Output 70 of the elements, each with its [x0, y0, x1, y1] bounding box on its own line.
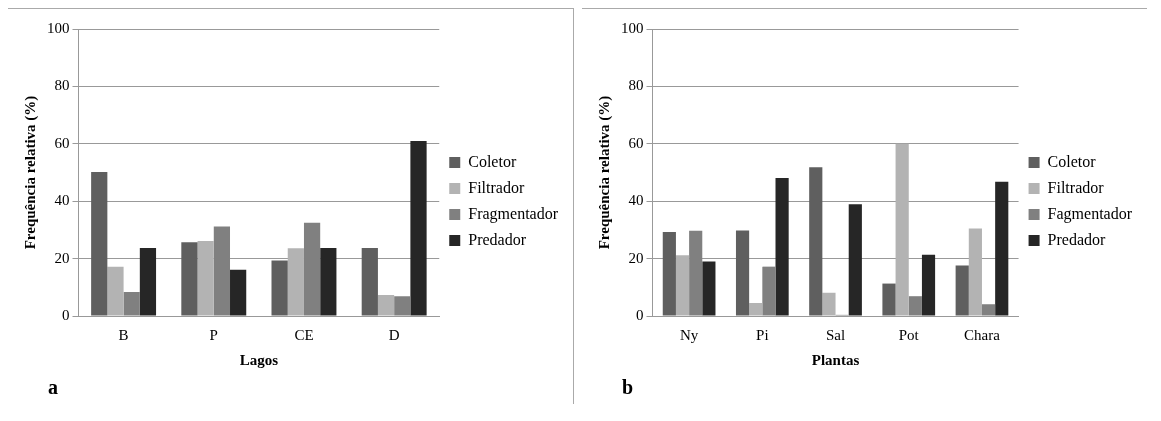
bar	[702, 261, 716, 316]
bar	[107, 266, 124, 316]
bar	[995, 181, 1009, 316]
legend-label: Fragmentador	[468, 204, 559, 223]
legend-label: Fagmentador	[1047, 204, 1133, 223]
bar	[230, 269, 247, 316]
bar	[320, 247, 337, 316]
y-tick-label: 100	[621, 19, 644, 36]
bar	[749, 303, 763, 316]
x-tick-label: Pot	[898, 326, 920, 343]
bar	[848, 204, 862, 316]
legend-label: Filtrador	[468, 178, 525, 196]
x-tick-label: Sal	[825, 326, 846, 343]
bar	[361, 247, 378, 316]
legend-label: Predador	[1047, 230, 1107, 248]
bar	[735, 230, 750, 316]
x-tick-label: Chara	[964, 326, 1001, 343]
bar	[775, 177, 789, 316]
legend-label: Coletor	[1047, 152, 1097, 170]
y-tick-label: 40	[628, 192, 644, 209]
bar	[921, 254, 936, 316]
bar	[91, 171, 108, 316]
bar	[303, 222, 321, 316]
x-axis-title: Plantas	[811, 351, 860, 368]
bar	[689, 230, 703, 316]
x-tick-label: D	[388, 326, 400, 343]
y-tick-label: 40	[54, 192, 70, 209]
y-tick-label: 0	[636, 306, 644, 323]
bar	[675, 255, 690, 316]
legend-label: Predador	[468, 230, 527, 248]
bar	[394, 296, 411, 316]
bar	[213, 226, 231, 316]
bar	[908, 296, 922, 316]
bar	[139, 247, 157, 316]
y-tick-label: 20	[628, 249, 644, 266]
y-tick-label: 60	[628, 134, 644, 151]
y-axis-title: Frequência relativa (%)	[595, 95, 613, 250]
bar	[123, 291, 140, 316]
text: b	[622, 376, 634, 398]
bar	[809, 167, 823, 316]
bar	[955, 265, 969, 316]
y-tick-label: 20	[54, 249, 70, 266]
x-tick-label: B	[118, 326, 129, 343]
x-axis-title: Lagos	[239, 351, 279, 368]
x-tick-label: Pi	[756, 326, 769, 343]
x-tick-label: Ny	[679, 326, 699, 343]
y-tick-label: 60	[54, 134, 70, 151]
bar	[271, 260, 288, 316]
bar	[895, 143, 909, 316]
bar	[822, 292, 836, 316]
bar	[377, 295, 395, 316]
y-axis-title: Frequência relativa (%)	[21, 95, 39, 250]
bar	[410, 140, 427, 316]
x-tick-label: CE	[294, 326, 314, 343]
text: a	[48, 376, 58, 398]
bar	[287, 248, 304, 316]
bar	[181, 242, 198, 316]
y-tick-label: 0	[62, 306, 70, 323]
bar	[762, 266, 776, 316]
bar	[981, 304, 996, 316]
y-tick-label: 100	[47, 19, 70, 36]
bar	[662, 231, 676, 316]
x-tick-label: P	[209, 326, 218, 343]
legend-label: Coletor	[468, 152, 517, 170]
legend-label: Filtrador	[1047, 178, 1105, 196]
y-tick-label: 80	[628, 77, 644, 94]
bar	[197, 241, 214, 316]
bar	[882, 283, 896, 316]
y-tick-label: 80	[54, 77, 70, 94]
bar	[968, 228, 982, 316]
